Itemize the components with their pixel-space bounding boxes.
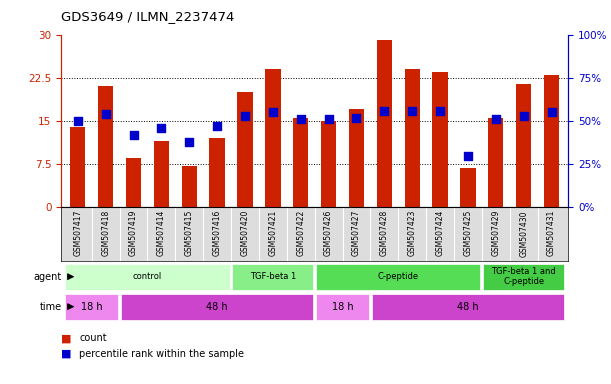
Point <box>463 152 473 159</box>
Point <box>296 116 306 122</box>
Point <box>324 116 334 122</box>
Text: 18 h: 18 h <box>332 301 353 312</box>
Bar <box>483 264 564 290</box>
Text: GSM507422: GSM507422 <box>296 210 306 256</box>
Text: GSM507424: GSM507424 <box>436 210 445 257</box>
Bar <box>516 84 532 207</box>
Bar <box>70 127 86 207</box>
Text: agent: agent <box>34 271 62 282</box>
Text: 48 h: 48 h <box>457 301 479 312</box>
Bar <box>544 75 559 207</box>
Text: GSM507418: GSM507418 <box>101 210 110 256</box>
Point <box>129 132 139 138</box>
Text: GSM507426: GSM507426 <box>324 210 333 257</box>
Point <box>547 109 557 116</box>
Text: 48 h: 48 h <box>207 301 228 312</box>
Text: GSM507429: GSM507429 <box>491 210 500 257</box>
Text: TGF-beta 1: TGF-beta 1 <box>250 272 296 281</box>
Text: TGF-beta 1 and
C-peptide: TGF-beta 1 and C-peptide <box>491 267 556 286</box>
Text: GSM507431: GSM507431 <box>547 210 556 257</box>
Text: GSM507423: GSM507423 <box>408 210 417 257</box>
Point <box>379 108 389 114</box>
Bar <box>121 294 313 319</box>
Text: ■: ■ <box>61 349 71 359</box>
Text: control: control <box>133 272 162 281</box>
Bar <box>65 294 118 319</box>
Point <box>212 123 222 129</box>
Point <box>185 139 194 145</box>
Bar <box>488 118 503 207</box>
Point <box>519 113 529 119</box>
Text: GSM507417: GSM507417 <box>73 210 82 257</box>
Bar <box>98 86 114 207</box>
Text: GSM507425: GSM507425 <box>463 210 472 257</box>
Bar <box>316 264 480 290</box>
Point <box>240 113 250 119</box>
Text: GSM507421: GSM507421 <box>268 210 277 256</box>
Text: GSM507415: GSM507415 <box>185 210 194 257</box>
Bar <box>371 294 564 319</box>
Bar <box>460 168 475 207</box>
Point <box>491 116 500 122</box>
Bar <box>65 264 230 290</box>
Bar <box>265 69 280 207</box>
Point <box>156 125 166 131</box>
Text: GDS3649 / ILMN_2237474: GDS3649 / ILMN_2237474 <box>61 10 235 23</box>
Text: C-peptide: C-peptide <box>378 272 419 281</box>
Text: GSM507414: GSM507414 <box>157 210 166 257</box>
Text: GSM507420: GSM507420 <box>241 210 249 257</box>
Text: GSM507427: GSM507427 <box>352 210 361 257</box>
Bar <box>404 69 420 207</box>
Bar <box>181 166 197 207</box>
Bar <box>237 92 253 207</box>
Point <box>73 118 82 124</box>
Point <box>435 108 445 114</box>
Text: GSM507416: GSM507416 <box>213 210 222 257</box>
Bar <box>293 118 309 207</box>
Bar <box>316 294 369 319</box>
Text: 18 h: 18 h <box>81 301 103 312</box>
Bar <box>349 109 364 207</box>
Bar <box>376 40 392 207</box>
Text: count: count <box>79 333 107 343</box>
Bar <box>126 159 141 207</box>
Text: time: time <box>40 301 62 312</box>
Point <box>408 108 417 114</box>
Text: GSM507419: GSM507419 <box>129 210 138 257</box>
Text: GSM507430: GSM507430 <box>519 210 528 257</box>
Point <box>351 114 361 121</box>
Point <box>268 109 278 116</box>
Text: GSM507428: GSM507428 <box>380 210 389 256</box>
Bar <box>433 72 448 207</box>
Bar <box>154 141 169 207</box>
Bar <box>210 138 225 207</box>
Bar <box>232 264 313 290</box>
Text: percentile rank within the sample: percentile rank within the sample <box>79 349 244 359</box>
Text: ■: ■ <box>61 333 71 343</box>
Point <box>101 111 111 117</box>
Bar <box>321 121 336 207</box>
